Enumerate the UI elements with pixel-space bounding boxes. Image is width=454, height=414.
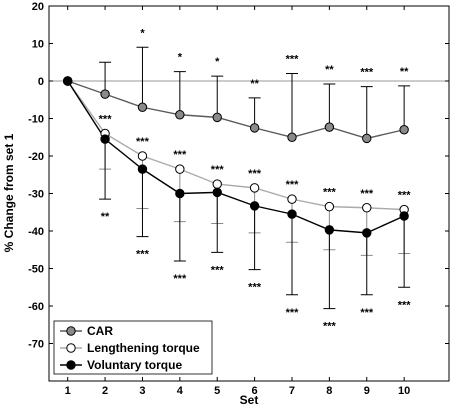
x-tick-label: 3 <box>139 385 145 397</box>
data-point <box>62 76 73 86</box>
data-point <box>175 164 185 174</box>
data-point <box>212 179 222 189</box>
x-axis-label: Set <box>240 393 259 407</box>
marker-layer <box>62 76 409 238</box>
legend: CAR Lengthening torque Voluntary torque <box>53 320 213 375</box>
y-tick-label: -60 <box>28 301 44 313</box>
significance-marker: *** <box>323 321 337 333</box>
significance-marker: *** <box>248 282 262 294</box>
significance-marker: * <box>140 27 145 39</box>
data-point <box>249 123 260 133</box>
data-point <box>324 122 335 132</box>
significance-marker: *** <box>360 307 374 319</box>
data-point <box>287 209 297 219</box>
significance-marker: *** <box>286 307 300 319</box>
x-tick-label: 10 <box>398 385 410 397</box>
y-tick-label: 20 <box>32 1 44 13</box>
y-tick-label: -50 <box>28 264 44 276</box>
data-point <box>137 151 148 161</box>
y-tick-label: 10 <box>32 39 44 51</box>
data-point <box>137 164 148 174</box>
x-tick-label: 4 <box>177 385 184 397</box>
data-point <box>287 132 297 142</box>
significance-marker: *** <box>286 179 300 191</box>
data-point <box>212 112 222 123</box>
legend-label: CAR <box>87 324 113 338</box>
data-point <box>175 188 185 199</box>
data-point <box>362 133 372 144</box>
significance-marker: *** <box>211 164 225 176</box>
legend-label: Voluntary torque <box>87 358 182 372</box>
data-point <box>137 102 148 112</box>
significance-marker: *** <box>99 114 113 126</box>
x-tick-label: 2 <box>102 385 108 397</box>
significance-marker: ** <box>400 66 409 78</box>
series-line <box>67 80 405 211</box>
significance-marker: * <box>178 52 183 64</box>
data-point <box>399 125 409 135</box>
data-point <box>100 89 110 99</box>
data-point <box>249 201 260 211</box>
significance-marker: *** <box>360 67 374 79</box>
data-point <box>362 203 372 213</box>
legend-marker <box>66 360 76 370</box>
tick-layer: 20 10 0 -10 -20 -30 -40 -50 -60 -70 1 2 3 4 5 6 7 8 9 10 <box>28 1 449 397</box>
x-tick-label: 7 <box>289 385 295 397</box>
significance-marker: ** <box>325 64 334 76</box>
plot-area <box>48 5 450 382</box>
significance-marker: *** <box>398 190 412 202</box>
y-tick-label: -30 <box>28 189 44 201</box>
y-tick-label: -40 <box>28 226 44 238</box>
x-tick-label: 1 <box>65 385 71 397</box>
data-point <box>287 194 297 204</box>
significance-marker: *** <box>211 264 225 276</box>
series-line <box>67 80 405 140</box>
significance-marker: * <box>215 56 220 68</box>
significance-marker: *** <box>173 273 187 285</box>
data-point <box>324 201 335 212</box>
significance-marker: *** <box>248 168 262 180</box>
x-tick-label: 6 <box>252 385 258 397</box>
data-point <box>249 183 260 193</box>
y-tick-label: -70 <box>28 339 44 351</box>
y-axis-label: % Change from set 1 <box>2 133 16 252</box>
data-point <box>100 134 110 144</box>
y-tick-label: -10 <box>28 114 44 126</box>
significance-marker: *** <box>173 149 187 161</box>
significance-marker: *** <box>136 249 150 261</box>
x-tick-label: 5 <box>214 385 220 397</box>
significance-layer: ** ******** *** ************** ********* *** *… <box>99 27 412 332</box>
legend-marker <box>66 343 76 353</box>
data-point <box>175 110 185 120</box>
y-tick-label: -20 <box>28 151 44 163</box>
significance-marker: *** <box>360 188 374 200</box>
x-tick-label: 8 <box>326 385 332 397</box>
legend-marker <box>66 326 76 336</box>
data-point <box>324 225 335 235</box>
data-point <box>399 211 409 221</box>
significance-marker: *** <box>136 136 150 148</box>
data-point <box>212 187 222 198</box>
significance-marker: *** <box>323 187 337 199</box>
y-tick-label: 0 <box>38 76 44 88</box>
legend-label: Lengthening torque <box>87 341 200 355</box>
x-tick-label: 9 <box>364 385 370 397</box>
series-line <box>67 80 405 234</box>
significance-marker: ** <box>250 78 259 90</box>
significance-marker: ** <box>101 211 110 223</box>
data-point <box>362 228 372 238</box>
significance-marker: *** <box>286 54 300 66</box>
series-line-layer <box>67 80 405 234</box>
significance-marker: *** <box>398 299 412 311</box>
